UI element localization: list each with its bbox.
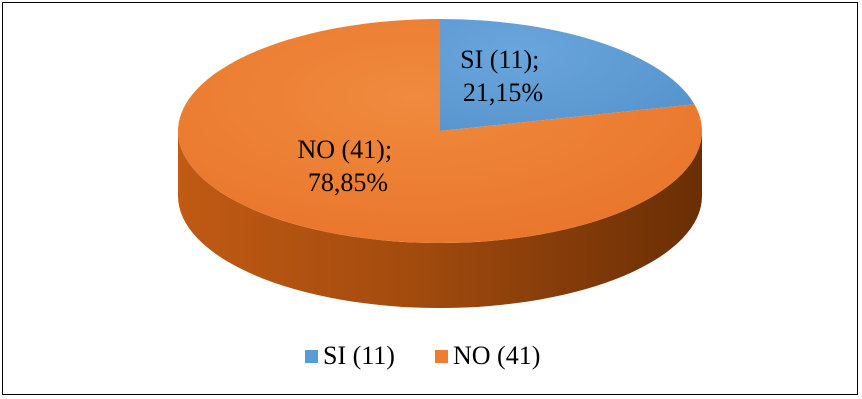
data-label-no: NO (41); 78,85% [297, 135, 398, 197]
legend-swatch-si [305, 350, 318, 363]
legend-label-no: NO (41) [453, 341, 540, 370]
pie-slice-no [178, 19, 703, 243]
legend-swatch-no [435, 350, 448, 363]
legend-label-si: SI (11) [323, 341, 395, 370]
pie-side-layer [178, 131, 702, 308]
data-label-si-name: SI (11); [460, 45, 539, 74]
pie-slice-side-no [178, 131, 702, 308]
pie-chart: SI (11); 21,15% NO (41); 78,85% SI (11) … [178, 19, 703, 370]
legend: SI (11) NO (41) [305, 341, 540, 370]
data-label-no-name: NO (41); [297, 135, 392, 164]
data-label-si: SI (11); 21,15% [460, 45, 546, 107]
pie-top-layer [178, 19, 703, 243]
pie-slice-si [440, 19, 695, 131]
chart-frame: SI (11); 21,15% NO (41); 78,85% SI (11) … [2, 2, 858, 395]
data-label-no-percent: 78,85% [308, 168, 388, 197]
data-label-si-percent: 21,15% [463, 78, 543, 107]
pie-data-labels: SI (11); 21,15% NO (41); 78,85% [297, 45, 546, 197]
